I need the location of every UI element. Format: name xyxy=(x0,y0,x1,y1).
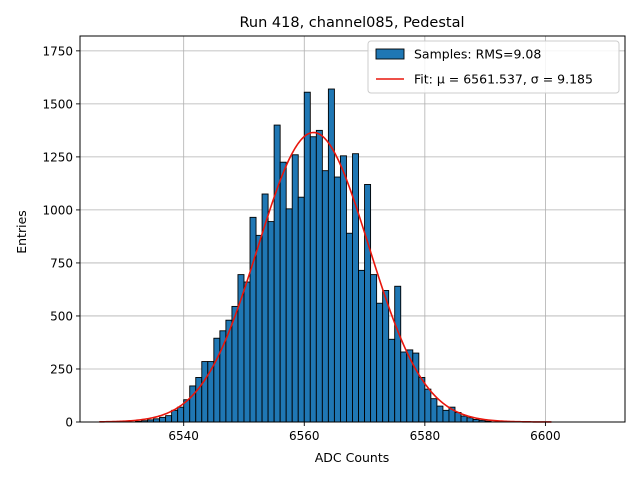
histogram-bar xyxy=(460,415,468,423)
chart-title: Run 418, channel085, Pedestal xyxy=(239,15,464,31)
histogram-bar xyxy=(315,129,323,423)
histogram-bar xyxy=(297,196,305,423)
histogram-bar xyxy=(430,398,438,423)
histogram-bar xyxy=(382,290,390,423)
histogram-bar xyxy=(358,269,366,423)
histogram-bar xyxy=(189,385,197,423)
fit-curve xyxy=(99,131,552,423)
histogram-bar xyxy=(370,274,378,423)
histogram-bar xyxy=(364,184,372,423)
histogram-bars xyxy=(135,88,492,423)
x-axis-ticks: 6540 6560 6580 6600 xyxy=(168,422,561,443)
y-tick-label: 1250 xyxy=(42,150,73,164)
legend-patch-samples xyxy=(375,48,405,60)
histogram-bar xyxy=(237,274,245,423)
y-tick-label: 0 xyxy=(65,416,73,430)
y-tick-label: 1750 xyxy=(42,44,73,58)
histogram-bar xyxy=(303,91,311,423)
histogram-bar xyxy=(309,136,317,423)
histogram-bar xyxy=(261,193,269,423)
x-tick-label: 6600 xyxy=(530,429,561,443)
histogram-bar xyxy=(321,170,329,423)
y-tick-label: 1000 xyxy=(42,203,73,217)
y-axis-label: Entries xyxy=(14,210,29,254)
x-tick-label: 6580 xyxy=(410,429,441,443)
histogram-bar xyxy=(273,124,281,423)
histogram-bar xyxy=(213,337,221,423)
y-tick-label: 1500 xyxy=(42,97,73,111)
x-tick-label: 6540 xyxy=(168,429,199,443)
histogram-bar xyxy=(159,416,167,423)
legend-entry-label: Fit: μ = 6561.537, σ = 9.185 xyxy=(414,72,593,87)
histogram-bar xyxy=(171,409,179,423)
histogram-bar xyxy=(291,154,299,423)
legend-entry-label: Samples: RMS=9.08 xyxy=(414,47,541,62)
histogram-bar xyxy=(442,409,450,423)
histogram-bar xyxy=(424,388,432,423)
histogram-bar xyxy=(394,285,402,423)
gaussian-fit-line xyxy=(99,131,552,423)
y-tick-label: 750 xyxy=(50,256,73,270)
x-tick-label: 6560 xyxy=(289,429,320,443)
histogram-bar xyxy=(436,405,444,423)
histogram-bar xyxy=(418,377,426,423)
histogram-bar xyxy=(285,208,293,423)
histogram-bar xyxy=(279,161,287,423)
histogram-bar xyxy=(376,302,384,423)
y-tick-label: 250 xyxy=(50,362,73,376)
histogram-bar xyxy=(201,361,209,423)
legend: Samples: RMS=9.08 Fit: μ = 6561.537, σ = … xyxy=(367,40,620,94)
histogram-bar xyxy=(327,88,335,423)
axes-frame xyxy=(79,35,626,423)
histogram-bar xyxy=(333,176,341,423)
y-axis-ticks: 0 250 500 750 1000 1250 1500 1750 xyxy=(42,44,80,430)
histogram-bar xyxy=(466,417,474,423)
histogram-bar xyxy=(352,153,359,423)
histogram-bar xyxy=(177,406,185,423)
histogram-bar xyxy=(346,232,353,423)
histogram-bar xyxy=(388,338,396,423)
histogram-bar xyxy=(249,216,257,423)
legend-box xyxy=(367,40,620,94)
histogram-bar xyxy=(243,281,251,423)
y-tick-label: 500 xyxy=(50,309,73,323)
histogram-bar xyxy=(339,155,347,423)
histogram-bar xyxy=(400,351,408,423)
x-axis-label: ADC Counts xyxy=(315,450,390,465)
histogram-bar xyxy=(255,234,263,423)
histogram-bar xyxy=(412,352,420,423)
histogram-bar xyxy=(267,221,275,423)
histogram-bar xyxy=(165,415,173,423)
